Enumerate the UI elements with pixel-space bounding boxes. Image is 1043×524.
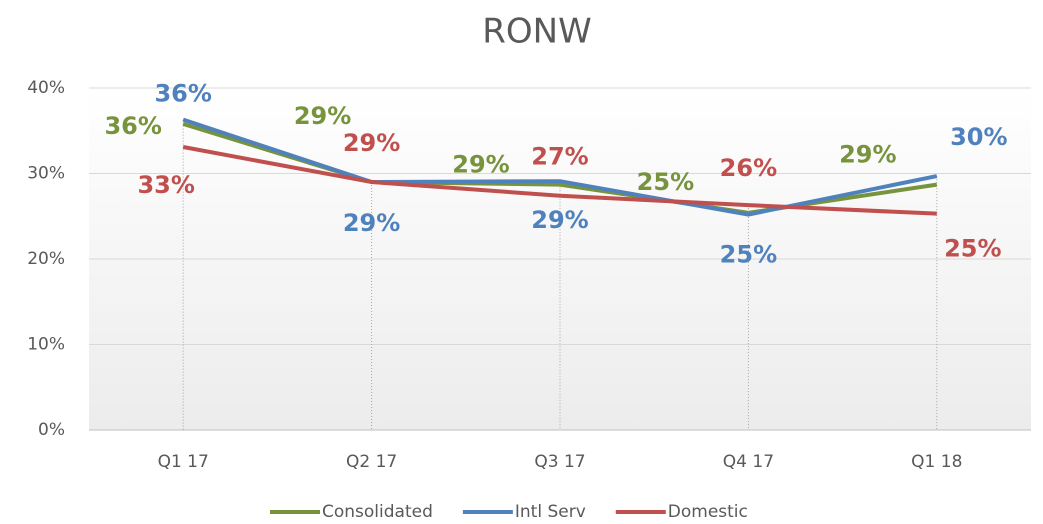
- legend-label: Consolidated: [322, 502, 433, 522]
- data-label: 29%: [531, 206, 588, 234]
- legend-label: Domestic: [668, 502, 748, 522]
- data-label: 33%: [137, 171, 194, 199]
- y-tick-label: 0%: [38, 420, 65, 440]
- data-label: 25%: [637, 168, 694, 196]
- data-label: 29%: [452, 151, 509, 179]
- chart-title: RONW: [482, 12, 591, 52]
- data-label: 25%: [944, 235, 1001, 263]
- data-label: 29%: [839, 141, 896, 169]
- data-label: 29%: [294, 102, 351, 130]
- y-tick-label: 40%: [27, 78, 65, 98]
- data-label: 36%: [104, 112, 161, 140]
- data-label: 27%: [531, 143, 588, 171]
- x-tick-label: Q4 17: [723, 452, 774, 472]
- data-label: 25%: [720, 241, 777, 269]
- y-tick-label: 30%: [27, 164, 65, 184]
- x-tick-label: Q1 18: [911, 452, 962, 472]
- legend-label: Intl Serv: [515, 502, 586, 522]
- data-label: 26%: [720, 154, 777, 182]
- data-label: 30%: [950, 123, 1007, 151]
- data-label: 36%: [154, 80, 211, 108]
- y-tick-label: 10%: [27, 335, 65, 355]
- y-tick-label: 20%: [27, 249, 65, 269]
- data-label: 29%: [343, 129, 400, 157]
- x-tick-label: Q1 17: [158, 452, 209, 472]
- x-tick-label: Q3 17: [534, 452, 585, 472]
- data-label: 29%: [343, 209, 400, 237]
- series-line: [182, 145, 937, 216]
- x-tick-label: Q2 17: [346, 452, 397, 472]
- series-line: [182, 117, 938, 217]
